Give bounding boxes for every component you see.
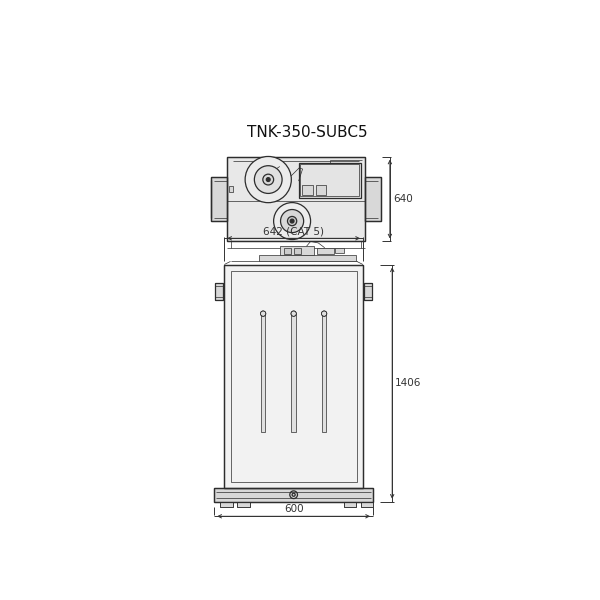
Text: TNK-350-SUBC5: TNK-350-SUBC5 bbox=[247, 125, 368, 140]
Bar bbox=[316, 185, 326, 194]
Bar bbox=[300, 164, 359, 196]
Bar bbox=[293, 248, 301, 254]
Bar bbox=[361, 502, 373, 507]
Circle shape bbox=[254, 166, 282, 193]
Circle shape bbox=[245, 157, 292, 203]
Circle shape bbox=[263, 174, 274, 185]
Bar bbox=[215, 283, 223, 300]
Bar bbox=[227, 157, 365, 241]
Circle shape bbox=[281, 209, 304, 233]
Bar bbox=[261, 314, 265, 432]
Bar bbox=[361, 502, 373, 507]
Circle shape bbox=[287, 217, 297, 226]
Bar bbox=[227, 157, 365, 241]
Bar bbox=[214, 488, 373, 502]
Circle shape bbox=[291, 311, 296, 316]
Bar bbox=[302, 185, 313, 194]
Bar bbox=[211, 177, 227, 221]
Bar bbox=[335, 248, 344, 253]
Bar bbox=[214, 488, 373, 502]
Bar bbox=[230, 271, 357, 482]
Bar bbox=[299, 163, 361, 197]
Bar bbox=[364, 283, 372, 300]
Bar bbox=[364, 283, 372, 300]
Bar bbox=[365, 177, 380, 221]
Bar bbox=[220, 502, 233, 507]
Text: 1406: 1406 bbox=[395, 378, 422, 388]
Bar bbox=[259, 255, 356, 262]
Bar bbox=[344, 502, 356, 507]
Text: 640: 640 bbox=[393, 194, 413, 204]
Bar bbox=[215, 283, 223, 300]
Text: 600: 600 bbox=[284, 504, 304, 514]
Bar bbox=[344, 502, 356, 507]
Circle shape bbox=[322, 311, 327, 316]
Bar bbox=[317, 248, 334, 254]
Circle shape bbox=[292, 493, 295, 496]
Circle shape bbox=[290, 219, 294, 223]
Bar bbox=[280, 246, 314, 255]
Bar bbox=[224, 265, 363, 488]
Bar bbox=[322, 314, 326, 432]
Bar bbox=[365, 177, 380, 221]
Bar bbox=[229, 186, 233, 192]
Bar bbox=[211, 177, 227, 221]
Bar bbox=[284, 248, 292, 254]
Bar bbox=[292, 314, 296, 432]
Circle shape bbox=[266, 178, 270, 181]
Circle shape bbox=[274, 203, 311, 239]
Bar bbox=[238, 502, 250, 507]
Bar bbox=[224, 265, 363, 488]
Bar bbox=[238, 502, 250, 507]
Circle shape bbox=[260, 311, 266, 316]
Bar bbox=[220, 502, 233, 507]
Text: 642 (CAT 5): 642 (CAT 5) bbox=[263, 226, 324, 236]
